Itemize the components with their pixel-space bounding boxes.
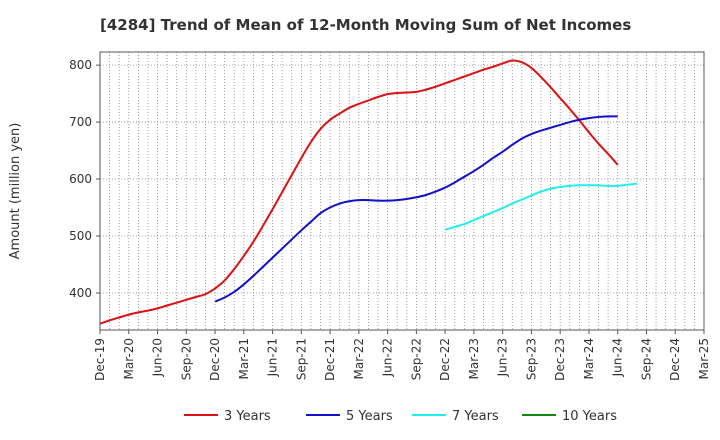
x-tick-label: Dec-20 xyxy=(208,338,222,381)
x-tick-label: Dec-21 xyxy=(323,338,337,381)
legend-label-5-years: 5 Years xyxy=(346,409,393,424)
y-tick-label: 700 xyxy=(69,115,92,129)
x-tick-label: Sep-21 xyxy=(294,338,308,380)
x-axis-ticks: Dec-19 Mar-20 Jun-20 Sep-20 Dec-20 Mar-21 Jun-… xyxy=(93,330,711,381)
x-tick-label: Sep-23 xyxy=(524,338,538,380)
plot-border xyxy=(99,51,705,331)
x-tick-label: Dec-22 xyxy=(438,338,452,381)
x-tick-label: Mar-24 xyxy=(582,338,596,379)
series-line-3-years xyxy=(99,59,619,325)
y-tick-label: 400 xyxy=(69,286,92,300)
chart-title: [4284] Trend of Mean of 12-Month Moving … xyxy=(100,16,631,34)
x-tick-label: Jun-22 xyxy=(381,338,395,377)
legend-label-10-years: 10 Years xyxy=(562,409,617,424)
x-tick-label: Dec-23 xyxy=(553,338,567,381)
x-tick-label: Mar-23 xyxy=(467,338,481,379)
x-tick-label: Sep-24 xyxy=(639,338,653,380)
y-axis-ticks: 400 500 600 700 800 xyxy=(69,58,100,300)
x-tick-label: Mar-20 xyxy=(122,338,136,379)
series-line-5-years xyxy=(214,115,618,303)
legend-label-7-years: 7 Years xyxy=(452,409,499,424)
x-tick-label: Sep-22 xyxy=(409,338,423,380)
x-tick-label: Jun-20 xyxy=(151,338,165,377)
y-tick-label: 600 xyxy=(69,172,92,186)
series-line-7-years xyxy=(444,182,638,231)
y-tick-label: 800 xyxy=(69,58,92,72)
legend: 3 Years 5 Years 7 Years 10 Years xyxy=(184,409,617,424)
x-tick-label: Sep-20 xyxy=(179,338,193,380)
x-tick-label: Jun-21 xyxy=(266,338,280,377)
x-tick-label: Jun-23 xyxy=(496,338,510,377)
x-tick-label: Jun-24 xyxy=(611,338,625,377)
x-tick-label: Dec-24 xyxy=(668,338,682,381)
plot-area xyxy=(100,52,704,330)
legend-label-3-years: 3 Years xyxy=(224,409,271,424)
x-tick-label: Mar-25 xyxy=(697,338,711,379)
y-tick-label: 500 xyxy=(69,229,92,243)
x-tick-label: Mar-22 xyxy=(352,338,366,379)
y-axis-label: Amount (million yen) xyxy=(8,123,23,260)
x-tick-label: Mar-21 xyxy=(237,338,251,379)
series-lines xyxy=(99,59,638,325)
x-tick-label: Dec-19 xyxy=(93,338,107,381)
